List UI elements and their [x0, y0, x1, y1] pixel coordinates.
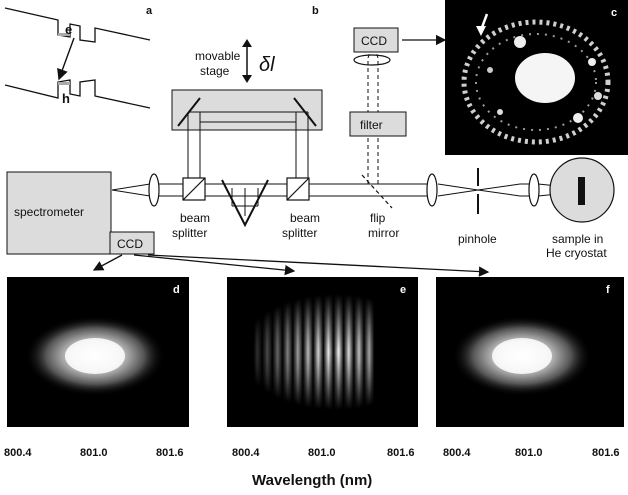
hole-label: h	[62, 91, 70, 106]
tick-label: 801.6	[592, 447, 620, 459]
stage-beams	[187, 111, 309, 180]
pinhole-label: pinhole	[458, 232, 497, 246]
panel-label-f: f	[606, 284, 610, 296]
ccd-bottom-label: CCD	[117, 237, 143, 251]
sample-label-2: He cryostat	[546, 246, 607, 260]
tick-label: 801.0	[80, 447, 108, 459]
movable-stage	[171, 89, 323, 131]
movable-stage-label-2: stage	[200, 64, 230, 78]
beam-splitter-left-label-1: beam	[180, 211, 210, 225]
recombination-arrow	[57, 37, 75, 81]
panel-f	[436, 277, 624, 427]
panel-c-image	[445, 0, 628, 155]
flip-mirror-label-2: mirror	[368, 226, 399, 240]
main-beam	[111, 183, 579, 197]
arrow-to-panel-e	[133, 254, 296, 276]
spectrometer-label: spectrometer	[14, 205, 84, 219]
beam-splitter-right	[286, 177, 310, 201]
panel-d	[7, 277, 189, 427]
tick-label: 801.6	[156, 447, 184, 459]
panel-label-a: a	[146, 5, 153, 17]
filter-label: filter	[360, 118, 383, 132]
panel-label-b: b	[312, 5, 319, 17]
lens-left	[148, 173, 160, 207]
flip-mirror-label-1: flip	[370, 211, 386, 225]
tick-labels-d: 800.4 801.0 801.6	[4, 447, 184, 459]
tick-label: 801.0	[515, 447, 543, 459]
tick-label: 800.4	[232, 447, 260, 459]
ccd-bottom-box	[109, 231, 155, 255]
panel-label-c: c	[611, 7, 617, 19]
lens-right-1	[426, 173, 438, 207]
panel-e	[227, 277, 418, 427]
beam-splitter-left-label-2: splitter	[172, 226, 207, 240]
filter-box	[349, 111, 407, 137]
electron-label: e	[65, 22, 72, 37]
movable-stage-label-1: movable	[195, 49, 241, 63]
arrow-to-panel-d	[92, 254, 123, 271]
valence-band	[4, 79, 151, 109]
tick-label: 800.4	[443, 447, 471, 459]
sample-label-1: sample in	[552, 232, 603, 246]
tick-label: 800.4	[4, 447, 32, 459]
ccd-top-label: CCD	[361, 34, 387, 48]
ccd-top-box	[353, 27, 399, 53]
tick-label: 801.0	[308, 447, 336, 459]
panel-label-e: e	[400, 284, 406, 296]
beam-splitter-right-label-1: beam	[290, 211, 320, 225]
tick-labels-f: 800.4 801.0 801.6	[443, 447, 620, 459]
conduction-band	[4, 7, 151, 43]
beam-splitter-left	[182, 177, 206, 201]
band-diagram: e h	[4, 7, 151, 109]
sample	[578, 177, 585, 205]
retroreflector	[221, 179, 269, 228]
spectrometer-box	[6, 171, 112, 255]
delta-l-label: δl	[259, 54, 275, 76]
electron-level	[58, 33, 70, 36]
lens-right-2	[528, 173, 540, 207]
ring-pattern	[461, 19, 611, 145]
panel-label-d: d	[173, 284, 180, 296]
delta-l-arrow	[242, 39, 252, 83]
hole-level	[58, 82, 70, 85]
arrow-to-panel-f	[147, 254, 490, 277]
beam-splitter-right-label-2: splitter	[282, 226, 317, 240]
tick-labels-e: 800.4 801.0 801.6	[232, 447, 415, 459]
x-axis-label: Wavelength (nm)	[252, 472, 372, 489]
lens-imaging	[353, 54, 391, 66]
central-spot	[515, 53, 575, 103]
flip-mirror	[361, 174, 393, 209]
tick-label: 801.6	[387, 447, 415, 459]
